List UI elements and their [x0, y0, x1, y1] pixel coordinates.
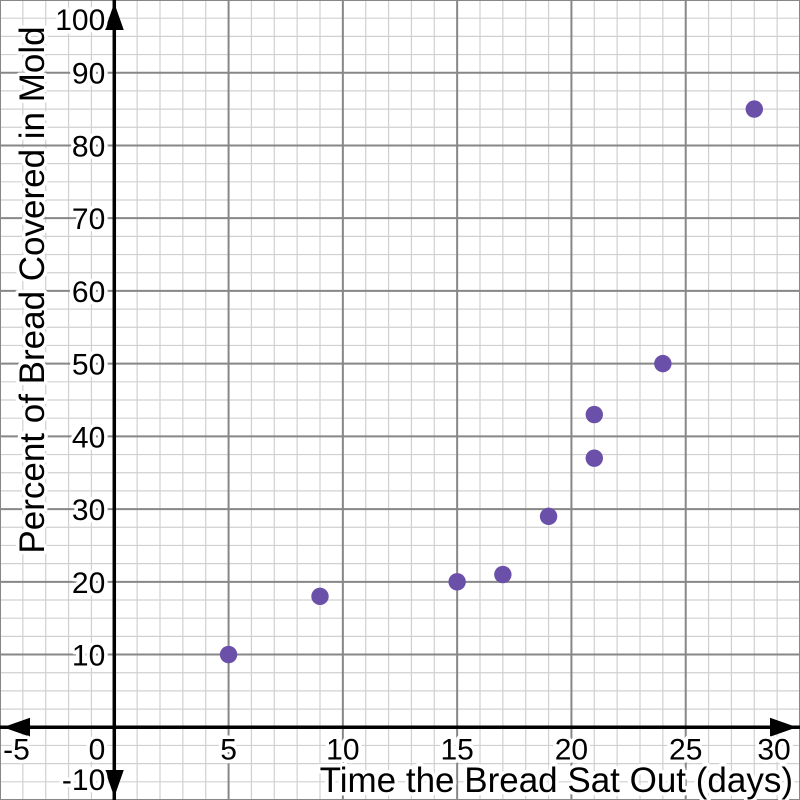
y-tick-label: 40 — [72, 421, 105, 454]
x-tick-label: 0 — [89, 733, 106, 766]
y-tick-label: 100 — [55, 4, 105, 37]
data-point — [585, 405, 603, 424]
up-arrow-icon — [104, 3, 124, 30]
y-tick-label: 50 — [72, 349, 105, 382]
y-tick-label: 30 — [72, 494, 105, 527]
data-point — [745, 100, 763, 118]
x-tick-label: 15 — [440, 733, 473, 766]
y-tick-label: 80 — [72, 130, 105, 163]
y-tick-label: 70 — [72, 203, 105, 236]
x-tick-labels: -5 0 5 10 15 20 25 30 — [0, 730, 794, 770]
y-tick-label: 20 — [72, 567, 105, 600]
y-axis-title: Percent of Bread Covered in Mold — [13, 26, 52, 553]
y-tick-label: 60 — [72, 276, 105, 309]
y-tick-label: -10 — [62, 764, 105, 797]
data-point — [448, 573, 466, 591]
x-tick-label: 30 — [757, 733, 790, 766]
y-tick-labels: -10 10 20 30 40 50 60 70 80 90 100 — [52, 1, 109, 800]
data-point — [654, 354, 672, 373]
left-arrow-icon — [3, 717, 30, 737]
data-point — [585, 449, 603, 467]
data-point — [539, 507, 558, 526]
x-tick-label: -5 — [3, 733, 30, 766]
right-arrow-icon — [770, 717, 797, 737]
data-point — [311, 587, 329, 606]
x-tick-label: 5 — [220, 733, 237, 766]
data-points — [219, 100, 763, 664]
x-axis-title: Time the Bread Sat Out (days) — [320, 761, 793, 800]
axis-arrows — [3, 3, 797, 797]
x-tick-label: 20 — [555, 733, 588, 766]
y-tick-label: 90 — [72, 58, 105, 91]
data-point — [494, 565, 512, 584]
down-arrow-icon — [104, 770, 124, 797]
y-tick-label: 10 — [72, 640, 105, 673]
x-tick-label: 10 — [326, 733, 359, 766]
x-tick-label: 25 — [669, 733, 702, 766]
data-point — [219, 645, 238, 664]
